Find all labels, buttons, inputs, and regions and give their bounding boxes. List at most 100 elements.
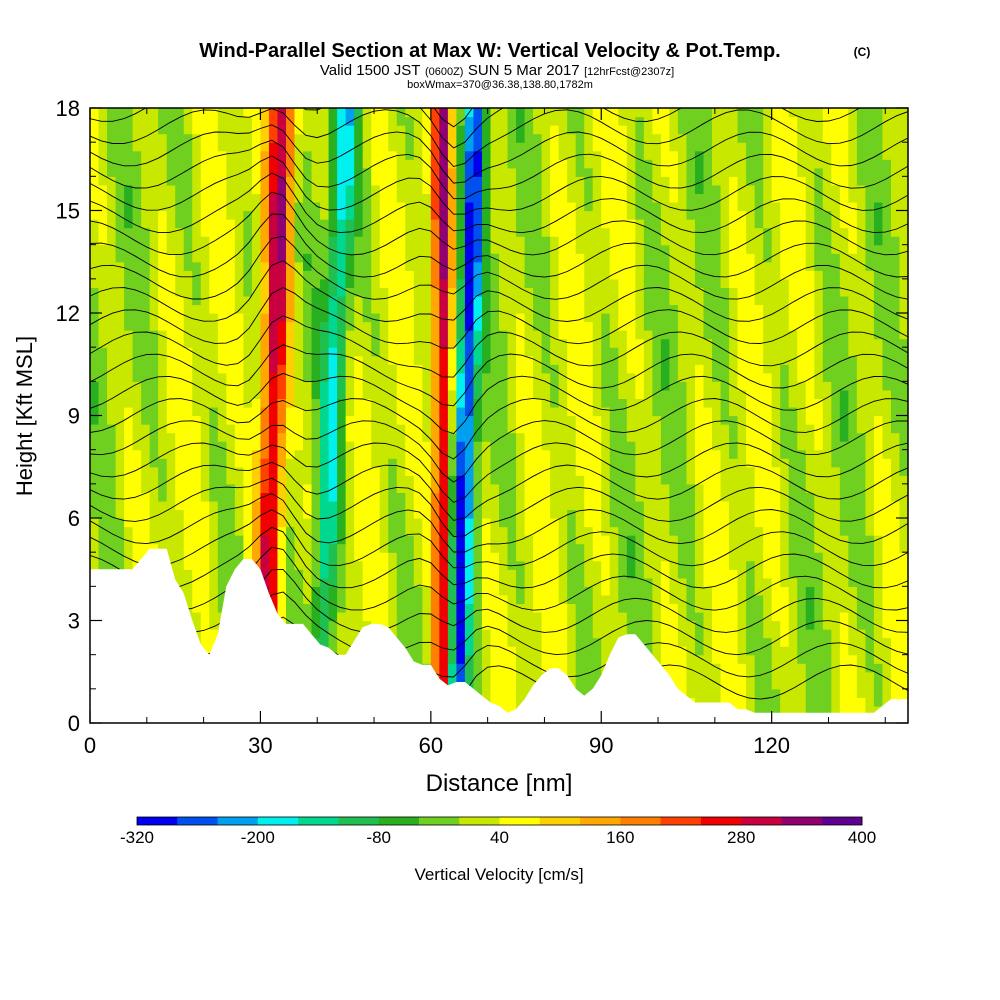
velocity-cell xyxy=(558,330,568,340)
velocity-cell xyxy=(771,543,781,553)
velocity-cell xyxy=(107,321,117,331)
box-info: boxWmax=370@36.38,138.80,1782m xyxy=(407,79,593,91)
velocity-cell xyxy=(814,483,824,493)
velocity-cell xyxy=(362,424,372,434)
velocity-cell xyxy=(780,518,790,528)
velocity-cell xyxy=(285,560,296,570)
velocity-cell xyxy=(550,424,560,434)
velocity-cell xyxy=(865,313,875,323)
velocity-cell xyxy=(890,603,901,613)
velocity-cell xyxy=(98,543,108,553)
velocity-cell xyxy=(388,543,398,553)
velocity-cell xyxy=(669,330,679,340)
velocity-cell xyxy=(90,543,100,553)
velocity-cell xyxy=(831,535,841,545)
velocity-cell xyxy=(865,637,875,647)
velocity-cell xyxy=(90,398,100,408)
velocity-cell xyxy=(200,500,210,511)
velocity-cell xyxy=(311,304,321,314)
velocity-cell xyxy=(115,295,125,306)
velocity-cell xyxy=(831,278,841,288)
velocity-cell xyxy=(149,509,159,519)
velocity-cell xyxy=(234,304,244,314)
velocity-cell xyxy=(635,432,645,442)
velocity-cell xyxy=(456,466,466,476)
velocity-cell xyxy=(277,552,287,562)
velocity-cell xyxy=(345,424,355,434)
velocity-cell xyxy=(430,594,440,605)
velocity-cell xyxy=(558,449,568,459)
velocity-cell xyxy=(362,287,372,297)
velocity-cell xyxy=(763,688,773,698)
velocity-cell xyxy=(677,552,688,562)
velocity-cell xyxy=(277,389,287,400)
velocity-cell xyxy=(234,535,244,545)
velocity-cell xyxy=(873,389,884,400)
velocity-cell xyxy=(337,347,347,357)
velocity-cell xyxy=(149,338,159,348)
velocity-cell xyxy=(320,321,330,331)
velocity-cell xyxy=(149,355,159,365)
velocity-cell xyxy=(652,466,662,476)
velocity-cell xyxy=(558,492,568,502)
velocity-cell xyxy=(456,278,466,288)
velocity-cell xyxy=(473,347,483,357)
velocity-cell xyxy=(268,552,279,562)
velocity-cell xyxy=(652,406,662,417)
velocity-cell xyxy=(243,415,253,425)
velocity-cell xyxy=(626,355,636,365)
velocity-cell xyxy=(337,330,347,340)
velocity-cell xyxy=(822,355,832,365)
velocity-cell xyxy=(141,458,151,468)
velocity-cell xyxy=(533,560,543,570)
velocity-cell xyxy=(388,347,398,357)
velocity-cell xyxy=(814,406,824,417)
velocity-cell xyxy=(694,654,705,664)
velocity-cell xyxy=(388,535,398,545)
velocity-cell xyxy=(746,330,756,340)
velocity-cell xyxy=(422,646,432,656)
velocity-cell xyxy=(873,381,884,391)
velocity-cell xyxy=(141,415,151,425)
velocity-cell xyxy=(354,509,364,519)
velocity-cell xyxy=(447,355,457,365)
velocity-cell xyxy=(780,338,790,348)
velocity-cell xyxy=(499,389,509,400)
velocity-cell xyxy=(396,398,406,408)
velocity-cell xyxy=(234,509,244,519)
velocity-cell xyxy=(379,611,389,622)
velocity-cell xyxy=(856,364,866,374)
velocity-cell xyxy=(592,449,602,459)
velocity-cell xyxy=(601,518,611,528)
velocity-cell xyxy=(405,586,415,596)
velocity-cell xyxy=(865,441,875,451)
velocity-cell xyxy=(507,338,517,348)
velocity-cell xyxy=(567,295,577,306)
velocity-cell xyxy=(464,526,475,536)
velocity-cell xyxy=(626,552,636,562)
velocity-cell xyxy=(746,629,756,639)
velocity-cell xyxy=(192,526,202,536)
velocity-cell xyxy=(524,355,534,365)
velocity-cell xyxy=(737,458,747,468)
velocity-cell xyxy=(601,313,611,323)
velocity-cell xyxy=(132,535,142,545)
velocity-cell xyxy=(311,372,321,382)
velocity-cell xyxy=(746,278,756,288)
velocity-cell xyxy=(771,509,781,519)
velocity-cell xyxy=(268,500,279,511)
velocity-cell xyxy=(865,287,875,297)
velocity-cell xyxy=(98,475,108,485)
velocity-cell xyxy=(507,321,517,331)
velocity-cell xyxy=(746,552,756,562)
velocity-cell xyxy=(456,483,466,493)
velocity-cell xyxy=(311,569,321,579)
velocity-cell xyxy=(669,347,679,357)
velocity-cell xyxy=(209,313,219,323)
velocity-cell xyxy=(303,313,313,323)
velocity-cell xyxy=(311,483,321,493)
velocity-cell xyxy=(490,424,500,434)
velocity-cell xyxy=(473,603,483,613)
velocity-cell xyxy=(464,313,475,323)
velocity-cell xyxy=(183,577,193,587)
